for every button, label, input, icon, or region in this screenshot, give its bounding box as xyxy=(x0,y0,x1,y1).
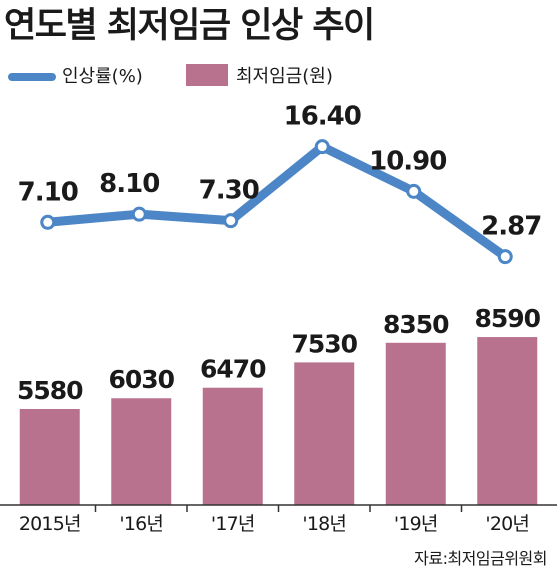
rate-point-0 xyxy=(40,214,56,230)
rate-label-0: 7.10 xyxy=(18,177,78,207)
bar-label-3: 7530 xyxy=(291,329,357,358)
bar-1 xyxy=(111,398,172,505)
bar-label-2: 6470 xyxy=(200,355,266,384)
x-tick-label-0: 2015년 xyxy=(19,513,81,535)
bar-4 xyxy=(385,342,446,505)
bar-label-1: 6030 xyxy=(108,365,174,394)
rate-label-4: 10.90 xyxy=(369,146,446,176)
rate-point-2 xyxy=(223,213,239,229)
bar-5 xyxy=(477,337,538,505)
rate-point-1 xyxy=(131,206,147,222)
rate-point-5 xyxy=(497,249,513,265)
rate-label-1: 8.10 xyxy=(99,169,159,199)
page-title: 연도별 최저임금 인상 추이 xyxy=(4,6,375,46)
bar-2 xyxy=(202,387,263,505)
rate-line xyxy=(43,142,510,262)
bar-label-4: 8350 xyxy=(383,310,449,339)
legend-rate-swatch xyxy=(8,73,56,81)
bar-label-5: 8590 xyxy=(474,304,540,333)
x-tick-label-3: '18년 xyxy=(302,513,346,535)
bar-label-0: 5580 xyxy=(17,376,83,405)
bar-0 xyxy=(19,409,80,505)
x-tick-label-4: '19년 xyxy=(394,513,438,535)
rate-point-3 xyxy=(314,139,330,155)
legend-wage-swatch xyxy=(186,64,228,86)
legend-rate-label: 인상률(%) xyxy=(62,66,143,87)
source-note: 자료:최저임금위원회 xyxy=(414,549,547,568)
rate-point-4 xyxy=(406,183,422,199)
legend-wage-label: 최저임금(원) xyxy=(236,66,333,87)
x-tick-label-5: '20년 xyxy=(485,513,529,535)
rate-label-3: 16.40 xyxy=(284,102,361,132)
x-tick-label-1: '16년 xyxy=(119,513,163,535)
x-tick-label-2: '17년 xyxy=(211,513,255,535)
bar-3 xyxy=(294,362,355,505)
rate-label-5: 2.87 xyxy=(481,212,541,242)
rate-label-2: 7.30 xyxy=(199,176,259,206)
